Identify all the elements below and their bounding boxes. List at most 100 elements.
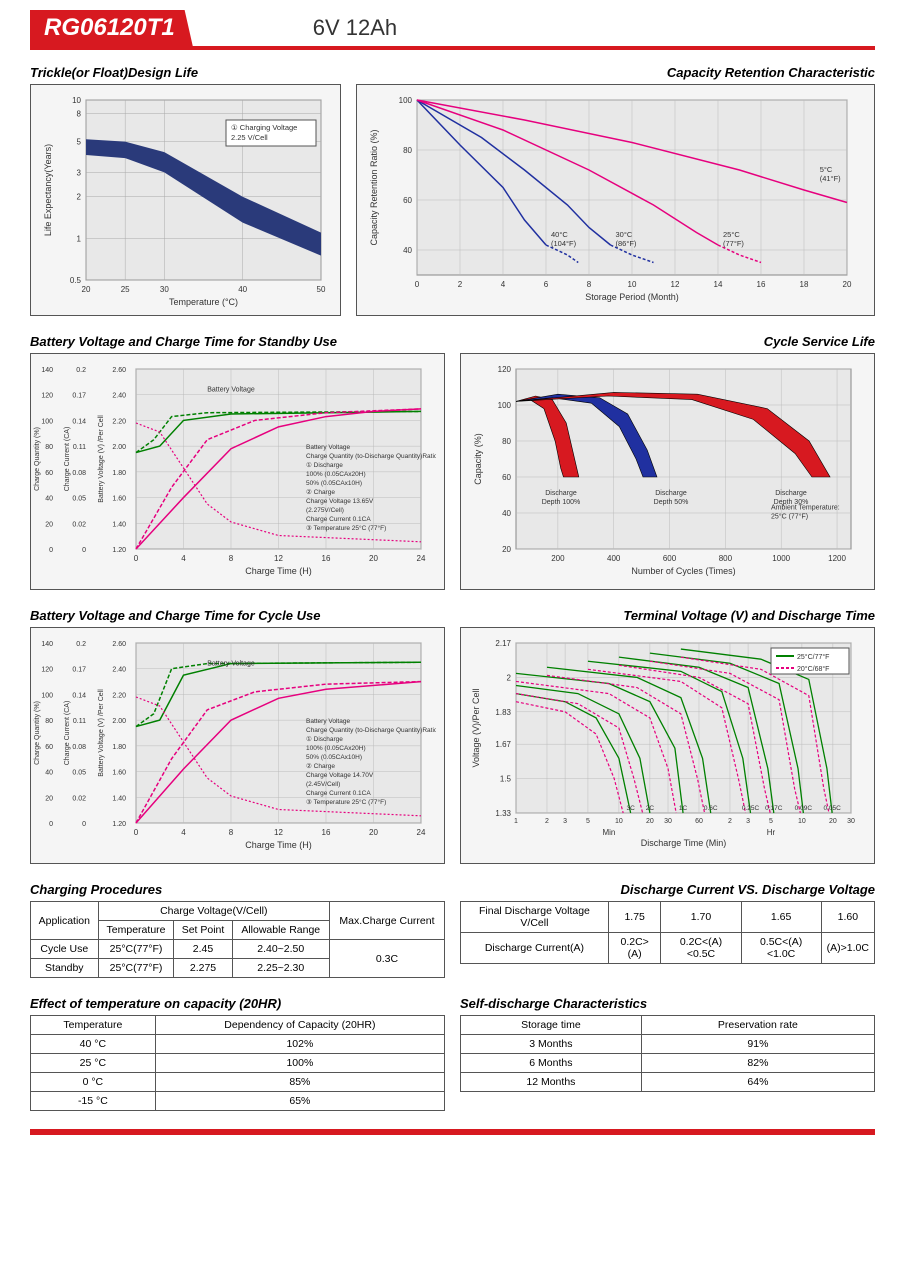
tbl-dv-title: Discharge Current VS. Discharge Voltage — [460, 882, 875, 897]
svg-text:1.40: 1.40 — [112, 521, 126, 528]
chart6-title: Terminal Voltage (V) and Discharge Time — [460, 608, 875, 623]
svg-text:40: 40 — [403, 246, 412, 255]
svg-text:20: 20 — [369, 554, 378, 563]
svg-text:5: 5 — [586, 818, 590, 825]
svg-text:1.40: 1.40 — [112, 795, 126, 802]
svg-text:24: 24 — [417, 554, 426, 563]
svg-text:0: 0 — [134, 554, 139, 563]
svg-text:50: 50 — [317, 285, 326, 294]
svg-text:Discharge: Discharge — [775, 490, 807, 497]
svg-text:0: 0 — [49, 821, 53, 828]
svg-text:60: 60 — [403, 196, 412, 205]
svg-text:(86°F): (86°F) — [616, 239, 637, 248]
svg-text:12: 12 — [274, 554, 283, 563]
svg-text:50% (0.05CAx10H): 50% (0.05CAx10H) — [306, 480, 362, 487]
svg-text:1.60: 1.60 — [112, 770, 126, 777]
svg-text:Charge Voltage 13.65V: Charge Voltage 13.65V — [306, 498, 374, 505]
svg-text:Charge Current 0.1CA: Charge Current 0.1CA — [306, 516, 371, 523]
svg-text:2.60: 2.60 — [112, 367, 126, 374]
svg-text:4: 4 — [181, 554, 186, 563]
svg-text:Discharge: Discharge — [655, 490, 687, 497]
svg-text:25°C (77°F): 25°C (77°F) — [771, 512, 808, 520]
svg-text:2: 2 — [545, 818, 549, 825]
chart1-title: Trickle(or Float)Design Life — [30, 65, 341, 80]
svg-text:5: 5 — [769, 818, 773, 825]
svg-text:Charge Current 0.1CA: Charge Current 0.1CA — [306, 790, 371, 797]
svg-text:400: 400 — [607, 554, 621, 563]
svg-text:0.11: 0.11 — [73, 718, 86, 725]
tbl-sd-title: Self-discharge Characteristics — [460, 996, 875, 1011]
svg-text:4: 4 — [181, 828, 186, 837]
svg-text:0.05C: 0.05C — [823, 805, 841, 812]
chart1: 20253040500.51235810Temperature (°C)Life… — [30, 84, 341, 316]
footer-bar — [30, 1129, 875, 1135]
svg-text:40: 40 — [45, 770, 53, 777]
svg-text:Charge Time (H): Charge Time (H) — [245, 840, 312, 850]
svg-text:10: 10 — [72, 96, 81, 105]
svg-text:③ Temperature 25°C (77°F): ③ Temperature 25°C (77°F) — [306, 524, 386, 532]
svg-text:12: 12 — [671, 280, 680, 289]
svg-text:120: 120 — [498, 365, 512, 374]
svg-text:12: 12 — [274, 828, 283, 837]
chart4-title: Cycle Service Life — [460, 334, 875, 349]
svg-text:0.05: 0.05 — [72, 770, 86, 777]
svg-text:100: 100 — [41, 418, 53, 425]
svg-text:2.20: 2.20 — [112, 418, 126, 425]
tbl-temp-capacity: TemperatureDependency of Capacity (20HR)… — [30, 1015, 445, 1111]
svg-text:8: 8 — [229, 828, 234, 837]
chart2: 0246810121416182040608010040°C(104°F)30°… — [356, 84, 875, 316]
svg-text:0.14: 0.14 — [72, 692, 86, 699]
svg-text:30: 30 — [160, 285, 169, 294]
svg-text:8: 8 — [77, 109, 82, 118]
svg-text:(104°F): (104°F) — [551, 239, 577, 248]
svg-text:80: 80 — [45, 718, 53, 725]
svg-text:Charge Quantity (to-Discharge: Charge Quantity (to-Discharge Quantity)R… — [306, 727, 436, 734]
svg-text:16: 16 — [322, 554, 331, 563]
svg-text:100: 100 — [41, 692, 53, 699]
svg-text:16: 16 — [322, 828, 331, 837]
svg-text:1000: 1000 — [772, 554, 790, 563]
svg-text:60: 60 — [45, 470, 53, 477]
svg-text:(2.45V/Cell): (2.45V/Cell) — [306, 781, 340, 788]
svg-text:Battery Voltage: Battery Voltage — [306, 718, 350, 725]
svg-text:2: 2 — [507, 673, 512, 682]
svg-text:0.05: 0.05 — [72, 496, 86, 503]
svg-text:8: 8 — [229, 554, 234, 563]
svg-text:Battery Voltage (V) /Per Cell: Battery Voltage (V) /Per Cell — [98, 415, 105, 503]
svg-text:14: 14 — [714, 280, 723, 289]
svg-text:Capacity (%): Capacity (%) — [473, 433, 483, 485]
svg-text:40: 40 — [45, 496, 53, 503]
svg-text:2: 2 — [77, 193, 82, 202]
svg-text:1.20: 1.20 — [112, 821, 126, 828]
svg-text:Discharge: Discharge — [545, 490, 577, 497]
svg-text:1.80: 1.80 — [112, 744, 126, 751]
svg-text:Voltage (V)/Per Cell: Voltage (V)/Per Cell — [471, 688, 481, 767]
svg-text:20: 20 — [843, 280, 852, 289]
svg-text:1.60: 1.60 — [112, 496, 126, 503]
svg-text:0.17: 0.17 — [72, 667, 86, 674]
svg-text:20: 20 — [646, 818, 654, 825]
svg-text:20°C/68°F: 20°C/68°F — [797, 665, 829, 673]
svg-text:30: 30 — [664, 818, 672, 825]
model-badge: RG06120T1 — [30, 10, 193, 46]
svg-text:30°C: 30°C — [616, 230, 633, 239]
chart3-title: Battery Voltage and Charge Time for Stan… — [30, 334, 445, 349]
svg-text:Depth 50%: Depth 50% — [654, 499, 689, 506]
svg-text:0.5: 0.5 — [70, 276, 82, 285]
svg-text:Charge Time (H): Charge Time (H) — [245, 566, 312, 576]
svg-text:0.25C: 0.25C — [742, 805, 760, 812]
svg-text:Charge Current (CA): Charge Current (CA) — [64, 701, 71, 766]
svg-text:2.60: 2.60 — [112, 641, 126, 648]
svg-text:Number of Cycles (Times): Number of Cycles (Times) — [631, 566, 735, 576]
svg-text:3: 3 — [77, 168, 82, 177]
svg-text:80: 80 — [502, 437, 511, 446]
svg-text:0.02: 0.02 — [72, 521, 86, 528]
svg-text:0: 0 — [415, 280, 420, 289]
svg-text:③ Temperature 25°C (77°F): ③ Temperature 25°C (77°F) — [306, 798, 386, 806]
svg-text:600: 600 — [663, 554, 677, 563]
tbl-charging: ApplicationCharge Voltage(V/Cell)Max.Cha… — [30, 901, 445, 978]
svg-text:2.20: 2.20 — [112, 692, 126, 699]
svg-text:1: 1 — [514, 818, 518, 825]
svg-text:2: 2 — [458, 280, 463, 289]
svg-text:20: 20 — [369, 828, 378, 837]
